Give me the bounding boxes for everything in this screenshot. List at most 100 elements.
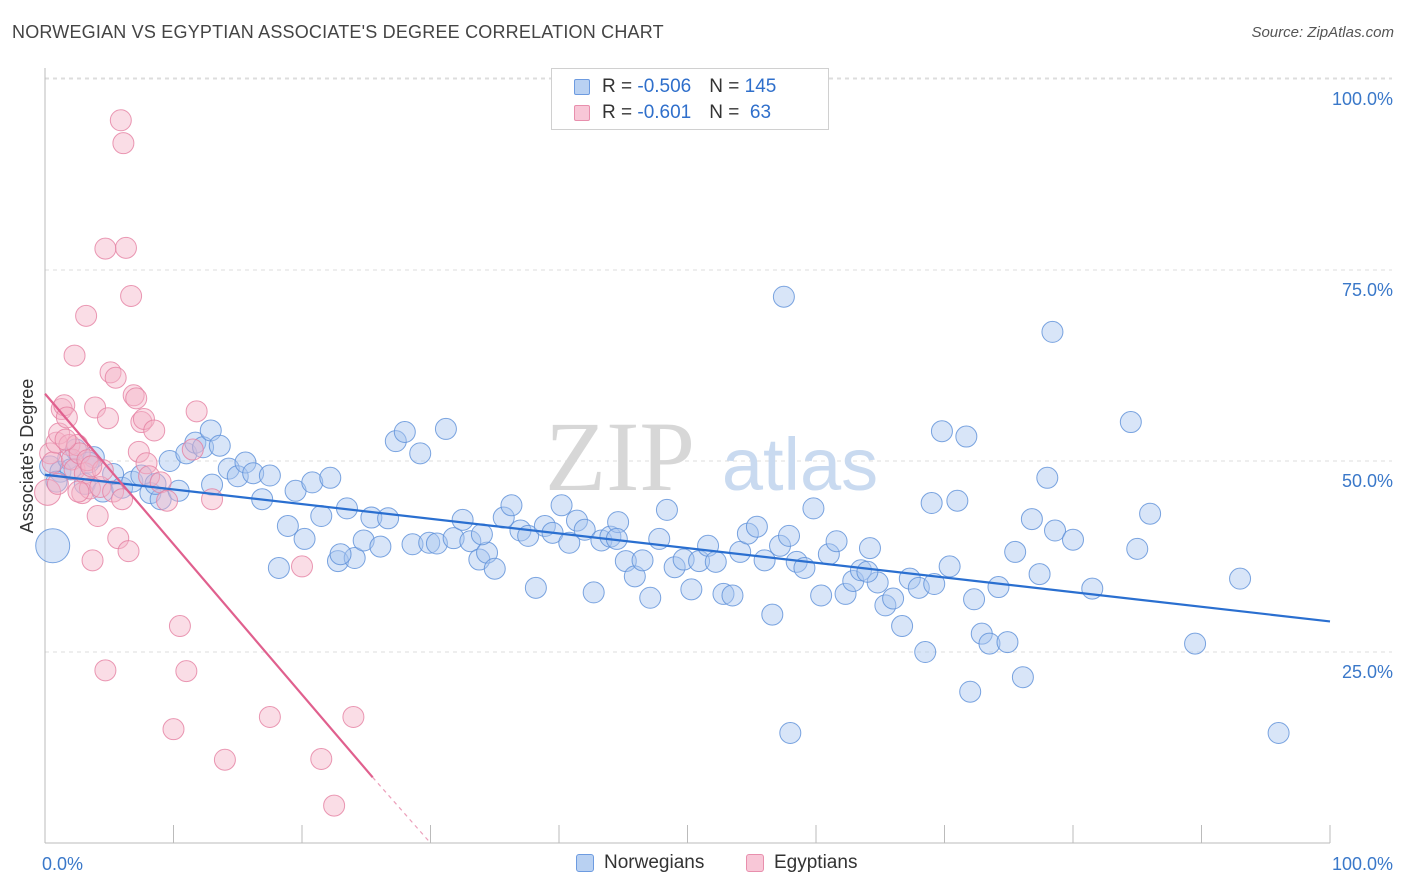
egyptians-trendline bbox=[44, 393, 374, 779]
norwegian-point bbox=[483, 557, 506, 580]
norwegian-point bbox=[293, 527, 316, 550]
norwegians-points bbox=[35, 285, 1290, 744]
n-value: 145 bbox=[744, 76, 777, 97]
norwegian-point bbox=[425, 532, 448, 555]
norwegian-point bbox=[1126, 537, 1149, 560]
egyptian-point bbox=[135, 452, 158, 475]
norwegian-point bbox=[258, 464, 281, 487]
egyptian-point bbox=[112, 132, 135, 155]
norwegian-point bbox=[810, 584, 833, 607]
norwegian-point bbox=[1020, 508, 1043, 531]
egyptian-point bbox=[310, 747, 333, 770]
egyptian-point bbox=[143, 419, 166, 442]
norwegian-point bbox=[377, 507, 400, 530]
norwegian-point bbox=[565, 509, 588, 532]
egyptian-point bbox=[342, 705, 365, 728]
norwegian-point bbox=[607, 511, 630, 534]
norwegian-point bbox=[158, 450, 181, 472]
norwegian-point bbox=[1062, 528, 1084, 551]
norwegian-point bbox=[779, 721, 802, 744]
norwegians-legend-label: Norwegians bbox=[604, 852, 705, 873]
norwegian-point bbox=[500, 494, 523, 517]
watermark: ZIP atlas bbox=[545, 401, 878, 512]
egyptian-point bbox=[67, 480, 90, 503]
egyptian-point bbox=[80, 455, 103, 478]
y-tick-label: 25.0% bbox=[1342, 662, 1393, 682]
norwegian-point bbox=[401, 533, 424, 556]
egyptian-point bbox=[54, 428, 77, 451]
egyptian-point bbox=[111, 488, 134, 511]
norwegian-point bbox=[891, 615, 914, 638]
norwegian-point bbox=[1044, 519, 1067, 542]
y-tick-label: 75.0% bbox=[1342, 280, 1393, 300]
n-label: N = bbox=[709, 76, 745, 97]
norwegian-point bbox=[1041, 320, 1064, 343]
norwegian-point bbox=[217, 457, 240, 480]
r-value: -0.506 bbox=[637, 76, 692, 97]
norwegian-point bbox=[301, 471, 324, 494]
norwegian-point bbox=[680, 578, 703, 601]
tick-labels: 25.0% 50.0% 75.0% 100.0% 0.0% 100.0% bbox=[42, 89, 1393, 874]
n-label: N = bbox=[709, 102, 745, 123]
norwegian-point bbox=[955, 425, 978, 448]
y-tick-label: 100.0% bbox=[1332, 89, 1393, 109]
egyptian-point bbox=[168, 615, 191, 638]
egyptian-point bbox=[39, 442, 62, 465]
y-axis-label: Associate's Degree bbox=[17, 379, 37, 534]
egyptian-point bbox=[291, 555, 313, 578]
norwegian-point bbox=[352, 529, 375, 552]
norwegian-point bbox=[712, 582, 735, 605]
norwegian-point bbox=[761, 603, 784, 626]
norwegian-point bbox=[329, 543, 352, 566]
egyptian-point bbox=[94, 237, 117, 260]
r-label: R = bbox=[602, 76, 638, 97]
norwegian-point bbox=[393, 420, 416, 443]
r-label: R = bbox=[602, 102, 638, 123]
y-tick-label: 50.0% bbox=[1342, 471, 1393, 491]
norwegian-point bbox=[550, 494, 573, 517]
egyptians-legend-label: Egyptians bbox=[774, 852, 858, 873]
legend-item-egyptians: Egyptians bbox=[746, 852, 857, 874]
egyptian-point bbox=[130, 411, 153, 434]
egyptian-point bbox=[75, 304, 98, 327]
norwegian-point bbox=[1011, 666, 1034, 689]
egyptian-point bbox=[86, 505, 109, 528]
norwegians-trendline bbox=[44, 473, 1331, 623]
n-value: 63 bbox=[744, 102, 772, 123]
norwegian-point bbox=[930, 420, 953, 443]
norwegian-point bbox=[963, 588, 986, 611]
norwegian-point bbox=[1267, 721, 1290, 744]
norwegian-point bbox=[558, 531, 581, 554]
norwegian-point bbox=[631, 549, 654, 572]
watermark-zip: ZIP bbox=[545, 401, 695, 512]
norwegian-point bbox=[938, 555, 961, 578]
legend-row-norwegians: R = -0.506 N = 145 bbox=[574, 74, 776, 100]
egyptian-point bbox=[109, 109, 132, 132]
norwegian-point bbox=[923, 573, 946, 596]
norwegian-point bbox=[639, 586, 662, 609]
egyptian-point bbox=[125, 387, 148, 410]
egyptian-point bbox=[46, 472, 69, 495]
egyptian-point bbox=[63, 344, 86, 367]
legend-row-egyptians: R = -0.601 N = 63 bbox=[574, 100, 771, 126]
egyptian-point bbox=[96, 407, 119, 430]
egyptian-point bbox=[117, 540, 140, 563]
egyptian-point bbox=[213, 748, 236, 771]
norwegian-point bbox=[959, 680, 982, 703]
egyptian-point bbox=[156, 489, 179, 512]
norwegian-point bbox=[736, 522, 759, 545]
norwegian-point bbox=[234, 451, 257, 474]
norwegian-point bbox=[418, 531, 441, 554]
norwegian-point bbox=[914, 641, 937, 663]
egyptian-point bbox=[120, 284, 143, 307]
norwegian-point bbox=[582, 581, 605, 604]
norwegian-point bbox=[1184, 632, 1207, 655]
norwegian-point bbox=[524, 576, 547, 599]
norwegian-point bbox=[849, 559, 872, 582]
norwegian-point bbox=[772, 285, 795, 308]
trendlines bbox=[44, 393, 1331, 844]
source-credit: Source: ZipAtlas.com bbox=[1251, 24, 1394, 41]
egyptian-point bbox=[323, 794, 346, 817]
norwegian-point bbox=[310, 505, 333, 528]
norwegian-point bbox=[1028, 563, 1051, 586]
